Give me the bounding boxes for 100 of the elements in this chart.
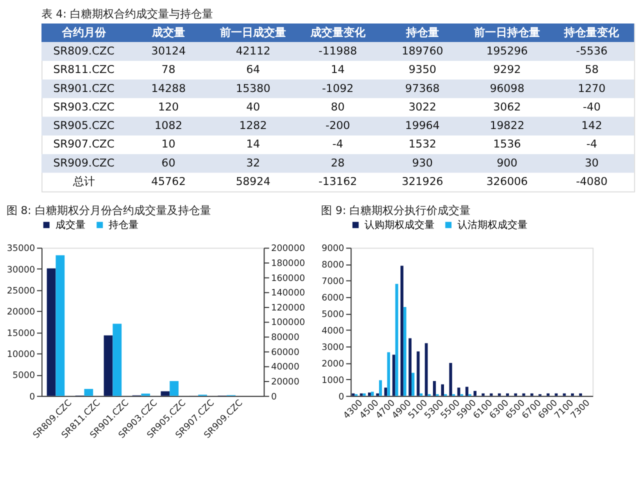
text: -4080	[576, 175, 608, 188]
bar	[562, 393, 566, 396]
bar	[400, 266, 404, 396]
text: 189760	[402, 44, 444, 58]
y-tick-label: 10000	[6, 350, 36, 360]
text: 1536	[493, 138, 521, 151]
bar	[482, 393, 485, 396]
text: 表 4: 白糖期权合约成交量与持仓量	[41, 8, 213, 21]
text: -4	[586, 138, 598, 151]
text: 30	[584, 156, 599, 170]
text: 9350	[408, 63, 436, 76]
bar	[384, 388, 388, 396]
bar	[530, 393, 534, 396]
text: 14288	[151, 82, 186, 95]
bar	[514, 393, 518, 396]
text: 28	[330, 156, 345, 170]
bar	[412, 372, 414, 396]
text: SR903.CZC	[53, 100, 114, 114]
text: 40	[246, 100, 260, 114]
text: 97368	[405, 82, 440, 95]
text: 1082	[154, 119, 182, 132]
y2-tick-label: 60000	[271, 348, 300, 358]
text: 19822	[490, 119, 524, 132]
bar	[368, 392, 371, 396]
y2-tick-label: 80000	[271, 333, 300, 344]
y2-tick-label: 100000	[271, 318, 306, 328]
legend-label: 认购期权成交量	[364, 218, 434, 231]
y-tick-label: 35000	[6, 244, 36, 254]
bar	[474, 390, 476, 396]
bar	[170, 381, 179, 396]
text: 32	[246, 156, 260, 170]
y2-tick-label: 20000	[271, 377, 300, 388]
text: 1270	[578, 82, 606, 95]
text: 前一日持仓量	[473, 26, 540, 39]
y-tick-label: 0	[29, 392, 36, 402]
chart-title: 图 9: 白糖期权分执行价成交量	[321, 204, 471, 218]
bar	[84, 388, 94, 396]
text: 总计	[72, 175, 95, 188]
bar	[424, 343, 428, 396]
y2-tick-label: 160000	[271, 274, 306, 284]
text: 326006	[486, 175, 528, 188]
text: 80	[330, 100, 345, 114]
text: SR905.CZC	[53, 119, 114, 132]
bar	[449, 362, 452, 396]
text: 持仓量变化	[563, 26, 620, 39]
legend-label: 持仓量	[108, 218, 139, 231]
text: SR809.CZC	[53, 44, 114, 58]
y-tick-label: 7000	[322, 277, 345, 288]
text: -40	[582, 100, 601, 114]
bar	[408, 338, 412, 396]
y2-tick-label: 180000	[271, 258, 306, 269]
y-tick-label: 5000	[322, 310, 345, 320]
text: SR907.CZC	[53, 138, 114, 151]
bar	[498, 393, 501, 396]
y-tick-label: 6000	[322, 294, 345, 304]
y2-tick-label: 200000	[271, 244, 306, 254]
y-tick-label: 9000	[322, 244, 345, 254]
bar	[441, 384, 444, 396]
text: 14	[246, 138, 260, 151]
text: 14	[330, 63, 345, 76]
text: 142	[581, 119, 602, 132]
text: 58	[584, 63, 599, 76]
bar	[360, 393, 363, 396]
text: 持仓量	[404, 26, 439, 39]
text: 3062	[493, 100, 521, 114]
bar	[370, 392, 374, 396]
bar	[432, 381, 436, 396]
text: 合约月份	[60, 26, 107, 39]
text: SR901.CZC	[53, 82, 114, 95]
text: 78	[162, 63, 176, 76]
text: 15380	[236, 82, 270, 95]
text: -11988	[318, 44, 358, 58]
y-tick-label: 25000	[6, 286, 36, 296]
text: 42112	[236, 44, 270, 58]
text: SR909.CZC	[53, 156, 114, 170]
y-tick-label: 0	[338, 392, 345, 402]
text: -13162	[318, 175, 358, 188]
text: 195296	[486, 44, 528, 58]
text: 900	[496, 156, 518, 170]
bar	[546, 393, 550, 396]
y-tick-label: 1000	[322, 376, 345, 386]
text: 9292	[493, 63, 521, 76]
y-tick-label: 3000	[322, 342, 345, 353]
text: 58924	[236, 175, 270, 188]
bar	[387, 352, 390, 396]
text: 3022	[408, 100, 436, 114]
y-tick-label: 30000	[6, 265, 36, 276]
legend-label: 认沽期权成交量	[457, 218, 528, 231]
y-tick-label: 5000	[12, 371, 36, 382]
text: -4	[332, 138, 344, 151]
text: 930	[412, 156, 433, 170]
bar	[420, 393, 423, 396]
text: 1532	[408, 138, 436, 151]
text: -5536	[576, 44, 608, 58]
y-tick-label: 4000	[322, 326, 345, 336]
text: SR811.CZC	[53, 63, 114, 76]
bar	[465, 386, 468, 396]
text: 1282	[239, 119, 267, 132]
text: 10	[162, 138, 176, 151]
bar	[392, 354, 396, 396]
